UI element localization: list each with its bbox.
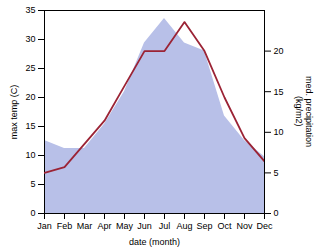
svg-text:Jan: Jan xyxy=(37,221,52,231)
svg-text:Nov: Nov xyxy=(236,221,253,231)
svg-text:Jun: Jun xyxy=(137,221,152,231)
svg-text:Sep: Sep xyxy=(196,221,212,231)
svg-text:Feb: Feb xyxy=(57,221,73,231)
svg-text:20: 20 xyxy=(25,92,35,102)
svg-text:May: May xyxy=(116,221,134,231)
svg-text:date (month): date (month) xyxy=(129,237,180,247)
svg-text:30: 30 xyxy=(25,34,35,44)
svg-text:10: 10 xyxy=(25,150,35,160)
svg-text:max temp (C): max temp (C) xyxy=(9,85,19,140)
svg-text:Oct: Oct xyxy=(217,221,232,231)
svg-text:0: 0 xyxy=(274,208,279,218)
svg-text:0: 0 xyxy=(30,208,35,218)
svg-text:5: 5 xyxy=(30,179,35,189)
svg-text:10: 10 xyxy=(274,127,284,137)
svg-text:Jul: Jul xyxy=(159,221,171,231)
svg-text:5: 5 xyxy=(274,168,279,178)
html-text:med. precipitation (kg/m2): med. precipitation (kg/m2) xyxy=(294,76,314,147)
svg-text:Mar: Mar xyxy=(77,221,93,231)
svg-text:20: 20 xyxy=(274,46,284,56)
svg-text:Apr: Apr xyxy=(97,221,111,231)
svg-text:25: 25 xyxy=(25,63,35,73)
svg-text:Aug: Aug xyxy=(176,221,192,231)
svg-text:15: 15 xyxy=(274,87,284,97)
svg-text:35: 35 xyxy=(25,5,35,15)
svg-text:Dec: Dec xyxy=(256,221,273,231)
svg-text:15: 15 xyxy=(25,121,35,131)
